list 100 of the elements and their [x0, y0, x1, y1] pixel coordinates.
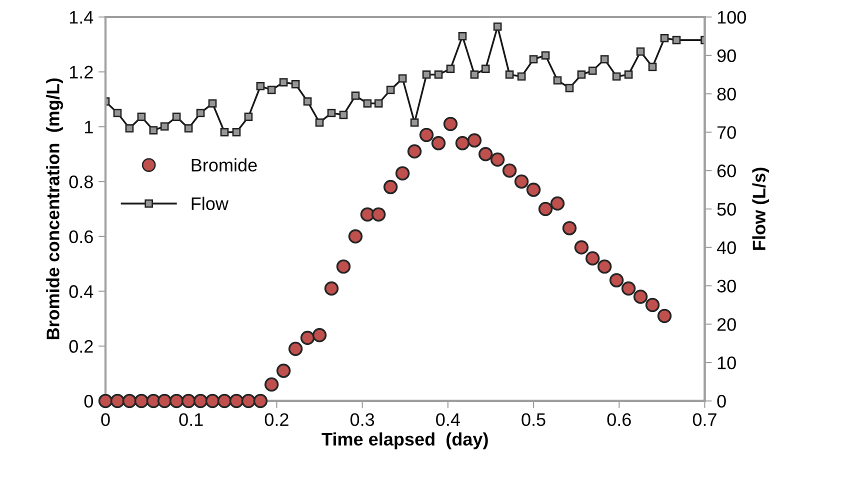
point	[553, 76, 562, 85]
y2-tick-label: 20	[717, 318, 736, 331]
point	[181, 394, 196, 408]
legend-label: Flow	[192, 196, 229, 210]
point	[291, 80, 300, 88]
y2-tick-label: 60	[717, 164, 736, 178]
point	[470, 70, 479, 79]
point	[645, 298, 660, 312]
point	[514, 174, 529, 189]
point	[612, 72, 621, 81]
x-axis-title: Time elapsed (day)	[322, 432, 488, 450]
point	[205, 394, 220, 408]
point	[600, 55, 609, 64]
point	[300, 330, 315, 345]
point	[149, 126, 158, 134]
point	[315, 118, 324, 127]
point	[208, 99, 217, 108]
point	[526, 182, 541, 197]
point	[493, 22, 502, 31]
point	[134, 394, 149, 408]
point	[241, 394, 256, 408]
point	[324, 281, 339, 296]
point	[348, 229, 363, 244]
point	[125, 124, 134, 133]
point	[229, 394, 244, 408]
point	[529, 55, 538, 64]
point	[446, 64, 455, 74]
y2-tick-label: 50	[717, 202, 736, 216]
x-tick-label: 0.4	[436, 413, 460, 426]
point	[110, 394, 125, 408]
y-tick-label: 1.4	[70, 11, 94, 24]
point	[253, 394, 268, 408]
point	[538, 202, 553, 216]
y2-tick-label: 0	[717, 394, 726, 408]
point	[363, 99, 372, 108]
point	[633, 290, 648, 304]
point	[541, 51, 550, 60]
point	[422, 70, 431, 79]
point	[505, 70, 514, 79]
y-tick-label: 0.4	[69, 285, 94, 298]
point	[169, 394, 184, 408]
point	[312, 328, 327, 342]
point	[407, 144, 422, 159]
x-tick-label: 0.5	[522, 413, 546, 426]
point	[478, 147, 493, 162]
point	[327, 108, 336, 118]
point	[550, 196, 565, 211]
point	[624, 70, 633, 79]
point	[434, 70, 443, 79]
y-tick-label: 0.6	[69, 230, 93, 244]
point	[98, 394, 113, 408]
point	[339, 110, 348, 120]
x-tick-label: 0.2	[264, 413, 288, 426]
point	[160, 122, 169, 131]
point	[585, 251, 600, 266]
y2-tick-label: 90	[717, 49, 736, 62]
point	[196, 108, 205, 118]
point	[431, 136, 446, 150]
point	[336, 259, 351, 274]
point	[481, 64, 490, 74]
point	[502, 163, 517, 178]
legend-label: Bromide	[192, 158, 257, 172]
point	[443, 116, 458, 132]
y2-axis-title: Flow (L/s)	[752, 168, 770, 250]
point	[609, 273, 624, 288]
point	[122, 394, 137, 408]
x-tick-label: 0	[101, 413, 110, 426]
point	[660, 34, 669, 42]
point	[137, 112, 146, 121]
x-tick-label: 0.7	[692, 413, 716, 426]
point	[256, 82, 265, 90]
point	[172, 112, 181, 121]
point	[264, 377, 279, 392]
point	[267, 86, 276, 94]
y2-tick-label: 10	[718, 356, 736, 370]
point	[157, 394, 172, 408]
point	[386, 86, 395, 94]
point	[193, 394, 208, 408]
x-tick-label: 0.3	[350, 413, 374, 426]
y-tick-label: 1	[85, 120, 93, 134]
x-tick-label: 0.1	[179, 413, 203, 426]
point	[636, 47, 645, 56]
point	[288, 342, 303, 356]
point	[562, 221, 577, 236]
point	[184, 124, 193, 133]
point	[565, 84, 574, 92]
y2-tick-label: 70	[717, 126, 736, 139]
point	[303, 97, 312, 106]
y-axis-title: Bromide concentration (mg/L)	[46, 78, 64, 340]
point	[458, 32, 467, 40]
point	[574, 240, 589, 254]
point	[648, 62, 657, 72]
point	[467, 133, 482, 148]
point	[371, 207, 386, 222]
point	[395, 166, 410, 180]
point	[113, 108, 122, 118]
point	[351, 92, 360, 100]
y-tick-label: 0.2	[69, 340, 93, 353]
point	[517, 72, 526, 81]
point	[220, 128, 229, 136]
